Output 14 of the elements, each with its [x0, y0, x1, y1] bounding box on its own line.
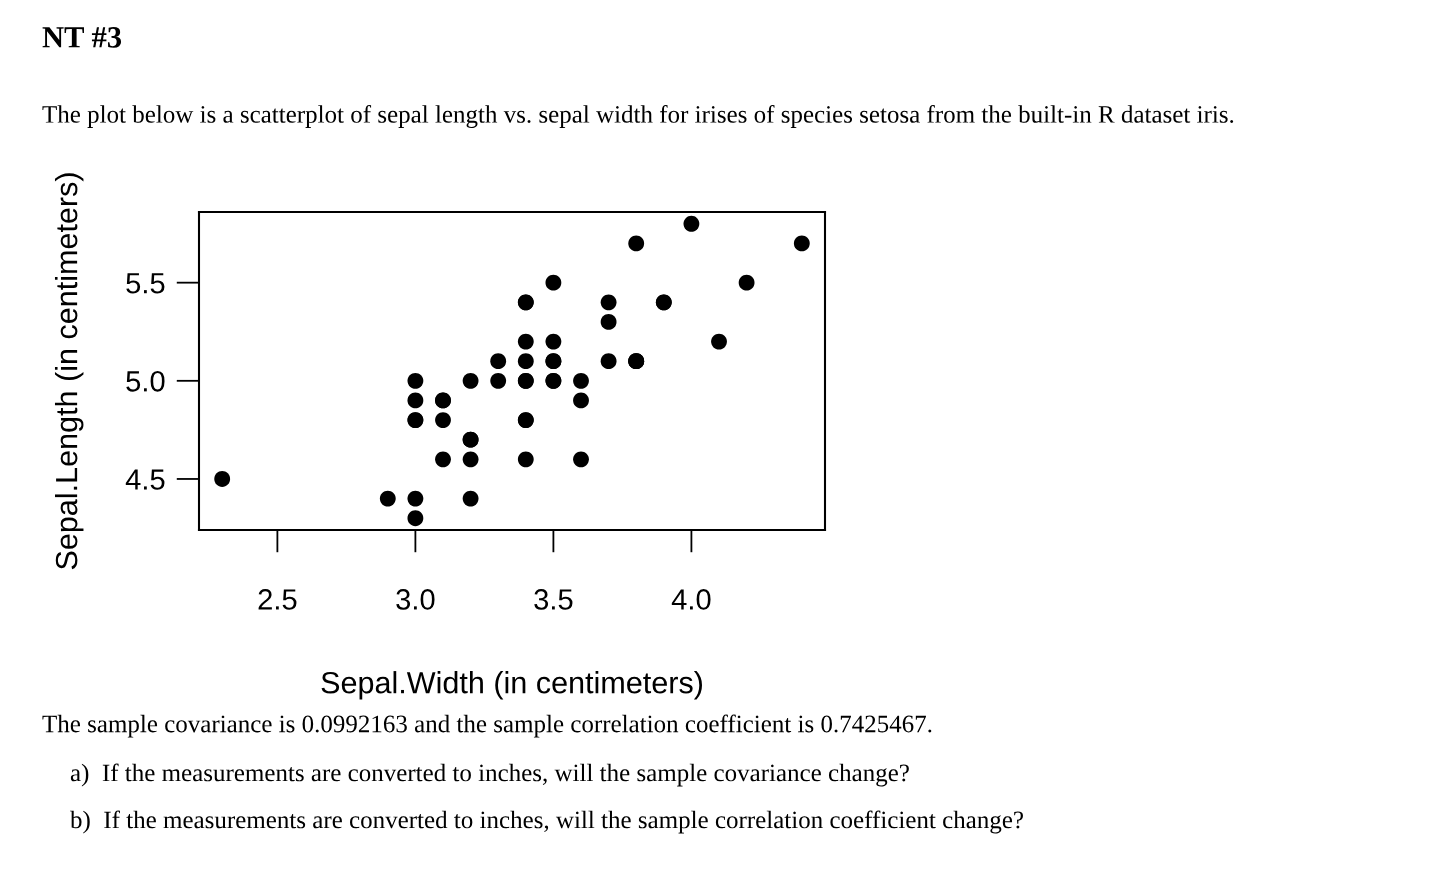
y-tick-label: 5.5 [126, 273, 165, 294]
chart-title: NT #3 [42, 27, 122, 48]
text: a) If the measurements are converted to inches, will the sample covariance change? [70, 763, 909, 787]
x-tick-label: 2.5 [258, 589, 297, 610]
y-tick-label: 5.0 [126, 371, 165, 392]
text: b) If the measurements are converted to inches, will the sample correlation coefficient change? [70, 810, 1023, 834]
y-tick-label: 4.5 [125, 469, 165, 490]
x-tick-label: 3.0 [396, 589, 435, 610]
x-tick-label: 4.0 [671, 589, 711, 610]
x-tick-label: 3.5 [534, 589, 573, 610]
y-axis-title: Sepal.Length (in centimeters) [54, 173, 84, 570]
chart-subtitle: The plot below is a scatterplot of sepal length vs. sepal width for irises of species setosa from the built-in R dataset iris. [42, 105, 1234, 128]
x-axis-title: Sepal.Width (in centimeters) [321, 671, 702, 700]
text: The sample covariance is 0.0992163 and the sample correlation coefficient is 0.7425467. [42, 714, 932, 738]
